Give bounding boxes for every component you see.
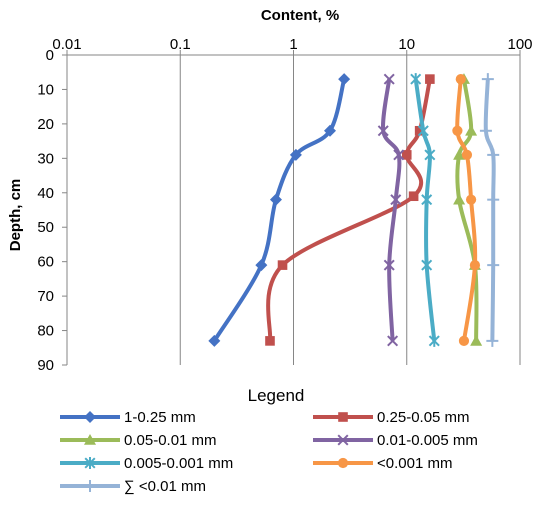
data-point — [465, 124, 478, 136]
series — [377, 73, 405, 347]
legend-marker — [337, 434, 349, 446]
x-tick-labels: 0.01 0.1 1 10 100 — [52, 36, 532, 53]
data-point — [421, 259, 433, 272]
y-tick-label: 40 — [37, 185, 54, 202]
legend-item: <0.001 mm — [313, 455, 452, 472]
series-line — [266, 78, 432, 342]
data-point — [465, 194, 477, 205]
data-point — [269, 193, 282, 206]
legend-item: 0.01-0.005 mm — [313, 432, 478, 449]
series — [208, 73, 351, 347]
data-point — [470, 334, 483, 346]
legend-item: 0.05-0.01 mm — [60, 432, 217, 449]
legend-item: 0.25-0.05 mm — [313, 409, 470, 426]
data-point — [390, 194, 402, 206]
grid — [179, 55, 521, 365]
y-tick-label: 60 — [37, 254, 54, 271]
data-point — [408, 191, 419, 202]
series — [410, 73, 440, 347]
x-tick-label: 100 — [507, 36, 532, 53]
y-tick-labels: 0 10 20 30 40 50 60 70 80 90 — [37, 47, 54, 374]
data-point — [461, 149, 473, 160]
data-point — [487, 148, 500, 161]
data-point — [469, 260, 481, 271]
data-point — [487, 259, 500, 272]
legend-marker — [84, 411, 96, 423]
legend-label: 0.05-0.01 mm — [124, 432, 217, 449]
data-point — [323, 124, 336, 137]
y-axis-title: Depth, cm — [7, 179, 24, 252]
y-tick-label: 0 — [46, 47, 54, 64]
legend-item: ∑ <0.01 mm — [60, 478, 206, 495]
data-point — [425, 74, 435, 84]
legend-marker — [337, 457, 349, 469]
data-point — [208, 334, 221, 347]
data-point — [458, 335, 470, 346]
x-tick-label: 10 — [398, 36, 415, 53]
legend-item: 0.005-0.001 mm — [60, 455, 233, 472]
data-point — [255, 259, 268, 272]
series-line — [483, 79, 496, 341]
legend-marker — [84, 480, 96, 492]
legend-marker — [84, 457, 96, 469]
data-point — [421, 193, 433, 206]
series — [265, 74, 435, 346]
legend-label: 0.25-0.05 mm — [377, 409, 470, 426]
y-tick-label: 70 — [37, 288, 54, 305]
legend-label: 1-0.25 mm — [124, 409, 196, 426]
legend-marker — [84, 434, 96, 445]
data-point — [486, 334, 499, 347]
data-point — [455, 74, 466, 85]
data-point — [487, 193, 500, 206]
legend-marker — [338, 412, 348, 422]
legend-label: <0.001 mm — [377, 455, 452, 472]
legend-label: 0.01-0.005 mm — [377, 432, 478, 449]
data-point — [265, 336, 275, 346]
x-tick-label: 0.01 — [52, 36, 81, 53]
y-tick-label: 20 — [37, 116, 54, 133]
legend-item: 1-0.25 mm — [60, 409, 196, 426]
series — [452, 74, 481, 346]
data-point — [401, 150, 412, 160]
data-point — [338, 73, 351, 86]
data-point — [387, 335, 399, 347]
data-point — [289, 148, 302, 161]
axes — [62, 50, 521, 366]
data-point — [414, 125, 425, 136]
series-line — [413, 78, 437, 342]
data-point — [417, 124, 429, 137]
series-line — [380, 78, 402, 341]
data-point — [481, 73, 494, 86]
legend-label: ∑ <0.01 mm — [124, 478, 206, 495]
x-tick-label: 0.1 — [170, 36, 191, 53]
data-point — [453, 148, 466, 160]
series-line — [212, 78, 347, 342]
data-point — [393, 149, 405, 161]
data-point — [277, 260, 288, 270]
x-tick-label: 1 — [289, 36, 297, 53]
data-point — [383, 73, 395, 85]
y-tick-label: 80 — [37, 323, 54, 340]
data-point — [453, 193, 466, 205]
legend: 1-0.25 mm 0.25-0.05 mm 0.05-0.01 mm 0.01-0.… — [60, 409, 478, 495]
y-tick-label: 50 — [37, 219, 54, 236]
data-point — [377, 125, 389, 137]
data-point — [428, 334, 440, 347]
series-group — [208, 73, 500, 347]
y-tick-label: 10 — [37, 81, 54, 98]
data-point — [452, 125, 463, 136]
legend-label: 0.005-0.001 mm — [124, 455, 233, 472]
data-point — [410, 73, 422, 86]
series — [479, 73, 500, 347]
data-point — [383, 259, 395, 271]
y-tick-label: 30 — [37, 150, 54, 167]
x-axis-title: Content, % — [261, 7, 339, 24]
data-point — [479, 124, 492, 137]
data-point — [424, 148, 436, 161]
legend-title: Legend — [248, 386, 305, 405]
y-tick-label: 90 — [37, 357, 54, 374]
